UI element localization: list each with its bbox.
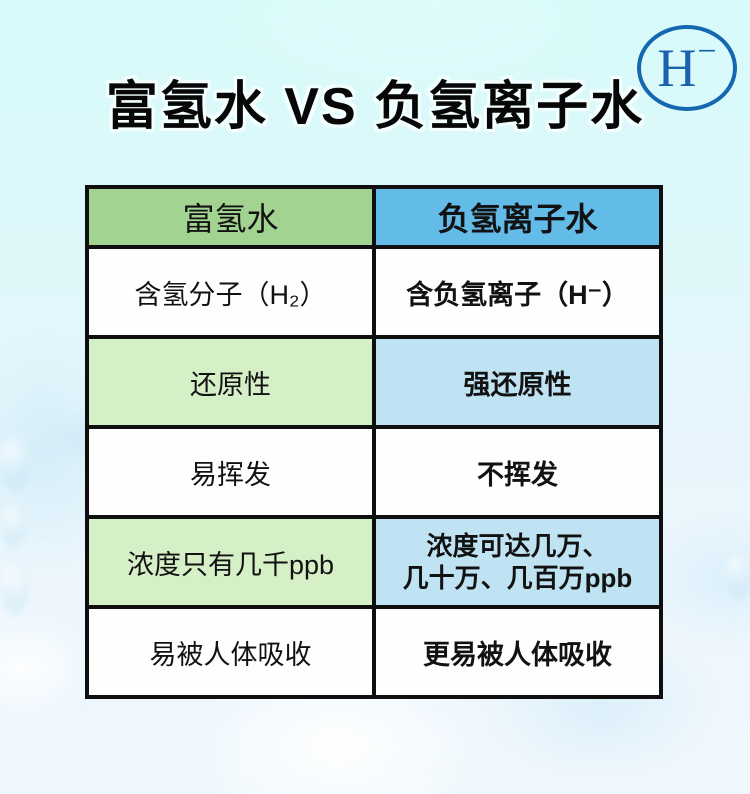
column-header-hydrogen-rich-water: 富氢水 (85, 185, 376, 249)
page-title: 富氢水 VS 负氢离子水 (105, 78, 645, 136)
cell-concentration-low: 浓度只有几千ppb (85, 515, 376, 609)
table-row-reducibility: 还原性 强还原性 (85, 335, 663, 429)
table-row-concentration: 浓度只有几千ppb 浓度可达几万、 几十万、几百万ppb (85, 515, 663, 609)
cell-strong-reducibility: 强还原性 (372, 335, 663, 429)
water-droplet-decoration (726, 548, 750, 602)
cell-concentration-high: 浓度可达几万、 几十万、几百万ppb (372, 515, 663, 609)
column-header-negative-hydrogen-ion-water: 负氢离子水 (372, 185, 663, 249)
table-header-row: 富氢水 负氢离子水 (85, 185, 663, 249)
cell-absorbed-more-easily: 更易被人体吸收 (372, 605, 663, 699)
water-droplet-decoration (1, 558, 29, 616)
badge-minus-superscript: − (697, 33, 717, 70)
comparison-table: 富氢水 负氢离子水 含氢分子（H₂） 含负氢离子（H⁻） 还原性 强还原性 易挥… (85, 185, 663, 699)
water-droplet-decoration (0, 432, 30, 494)
cell-hydrogen-molecule: 含氢分子（H₂） (85, 245, 376, 339)
cell-non-volatile: 不挥发 (372, 425, 663, 519)
cell-volatile: 易挥发 (85, 425, 376, 519)
h-minus-badge-icon: H − (637, 25, 737, 111)
cell-reducibility: 还原性 (85, 335, 376, 429)
table-body: 含氢分子（H₂） 含负氢离子（H⁻） 还原性 强还原性 易挥发 不挥发 浓度只有… (85, 245, 663, 699)
table-row-molecule: 含氢分子（H₂） 含负氢离子（H⁻） (85, 245, 663, 339)
water-droplet-decoration (2, 500, 26, 550)
table-row-volatility: 易挥发 不挥发 (85, 425, 663, 519)
badge-h-symbol: H (657, 38, 697, 98)
table-row-absorption: 易被人体吸收 更易被人体吸收 (85, 605, 663, 699)
cell-negative-hydrogen-ion: 含负氢离子（H⁻） (372, 245, 663, 339)
cell-absorbed-easily: 易被人体吸收 (85, 605, 376, 699)
table-header: 富氢水 负氢离子水 (85, 185, 663, 249)
